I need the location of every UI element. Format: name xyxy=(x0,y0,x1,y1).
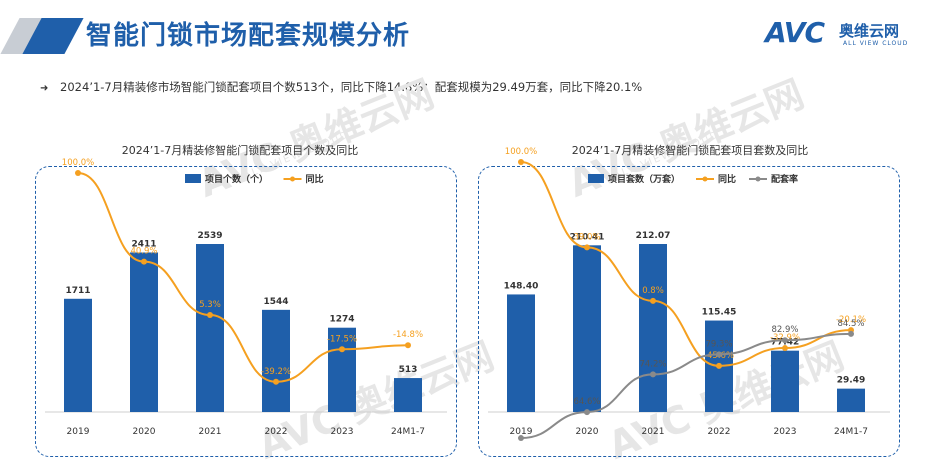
x-tick-label: 2023 xyxy=(774,427,797,437)
bar xyxy=(507,294,535,412)
arrow-bullet-icon: ➜ xyxy=(40,83,49,94)
legend-bar-swatch xyxy=(588,174,604,183)
yoy-value-label: -39.2% xyxy=(261,367,291,377)
yoy-point xyxy=(141,258,147,265)
bar-value-label: 2539 xyxy=(197,231,222,241)
rate-value-label: 74.2% xyxy=(639,359,666,369)
bar-value-label: 1274 xyxy=(329,315,354,325)
rate-point xyxy=(650,371,656,378)
logo-name-en: ALL VIEW CLOUD xyxy=(843,40,909,47)
bar-value-label: 148.40 xyxy=(504,281,539,291)
legend-bar-swatch xyxy=(185,174,201,183)
bar xyxy=(639,244,667,412)
x-tick-label: 2022 xyxy=(265,427,288,437)
bar-value-label: 212.07 xyxy=(636,231,671,241)
legend-line-marker xyxy=(702,176,708,182)
legend-line-marker xyxy=(755,176,761,182)
yoy-value-label: -17.5% xyxy=(327,334,357,344)
rate-point xyxy=(848,330,854,337)
x-tick-label: 2019 xyxy=(510,427,533,437)
bar-value-label: 513 xyxy=(399,365,418,375)
yoy-point xyxy=(716,362,722,369)
bar-value-label: 1544 xyxy=(263,297,288,307)
x-tick-label: 2021 xyxy=(199,427,222,437)
rate-point xyxy=(716,351,722,358)
yoy-value-label: -14.8% xyxy=(393,330,423,340)
chart-2-title: 2024’1-7月精装修智能门锁配套项目套数及同比 xyxy=(571,144,809,157)
rate-value-label: 64.6% xyxy=(573,397,600,407)
bar-value-label: 210.41 xyxy=(570,232,605,242)
bar-value-label: 115.45 xyxy=(702,308,737,318)
x-tick-label: 24M1-7 xyxy=(834,427,868,437)
page-title: 智能门锁市场配套规模分析 xyxy=(86,21,411,51)
legend-line-marker xyxy=(290,176,295,182)
yoy-point xyxy=(782,345,788,352)
yoy-value-label: 5.3% xyxy=(199,300,221,310)
bar-value-label: 2411 xyxy=(131,239,156,249)
yoy-line xyxy=(520,161,852,367)
rate-value-label: 79.3% xyxy=(705,339,732,349)
yoy-point xyxy=(339,346,345,353)
rate-point xyxy=(518,435,524,442)
bar xyxy=(196,244,224,412)
yoy-line xyxy=(77,172,409,383)
x-tick-label: 2021 xyxy=(642,427,665,437)
chart-2-units: 项目套数（万套） 同比 配套率 148.40 2019 210.41 2020 212.07 2… xyxy=(488,147,890,442)
chart-2-frame xyxy=(478,166,900,457)
rate-line xyxy=(520,332,852,440)
yoy-point xyxy=(518,159,524,165)
x-tick-label: 2019 xyxy=(67,427,90,437)
summary-text: 2024’1-7月精装修市场智能门锁配套项目个数513个，同比下降14.8%；配… xyxy=(60,80,643,94)
yoy-value-label: -20.1% xyxy=(836,315,866,325)
legend-label: 项目套数（万套） xyxy=(608,173,680,185)
bar xyxy=(837,388,865,412)
yoy-point xyxy=(207,312,213,319)
yoy-point xyxy=(584,244,590,251)
bar xyxy=(394,378,422,412)
rate-point xyxy=(782,337,788,344)
yoy-value-label: 100.0% xyxy=(505,147,537,157)
yoy-value-label: 40.9% xyxy=(130,247,157,257)
x-tick-label: 2023 xyxy=(331,427,354,437)
yoy-point xyxy=(405,342,411,349)
rate-point xyxy=(584,409,590,416)
brand-logo: AVC 奥维云网 ALL VIEW CLOUD xyxy=(765,16,915,56)
logo-name-cn: 奥维云网 xyxy=(839,22,900,40)
bar xyxy=(64,298,92,412)
yoy-value-label: 39.0% xyxy=(573,232,600,242)
bar xyxy=(573,245,601,412)
legend-label: 同比 xyxy=(306,173,324,185)
yoy-value-label: 0.8% xyxy=(642,286,664,296)
bar-value-label: 29.49 xyxy=(837,376,865,386)
bar-value-label: 1711 xyxy=(65,286,90,296)
summary-line: ➜ 2024’1-7月精装修市场智能门锁配套项目个数513个，同比下降14.8%… xyxy=(40,79,642,95)
yoy-point xyxy=(273,378,279,385)
x-tick-label: 24M1-7 xyxy=(391,427,425,437)
x-tick-label: 2020 xyxy=(133,427,156,437)
bar xyxy=(328,327,356,412)
yoy-value-label: 100.0% xyxy=(62,158,94,168)
rate-value-label: 82.9% xyxy=(771,325,798,335)
legend-label: 项目个数（个） xyxy=(205,173,268,185)
chart-1-frame xyxy=(35,166,457,457)
bar xyxy=(771,350,799,412)
yoy-point xyxy=(75,170,81,176)
legend-label: 配套率 xyxy=(771,173,798,185)
rate-value-label: 84.5% xyxy=(837,319,864,329)
legend-label: 同比 xyxy=(718,173,736,185)
chart-1-projects: 项目个数（个） 同比 1711 2019 2411 2020 2539 2021 1544 202… xyxy=(45,158,447,437)
logo-brand: AVC xyxy=(765,16,825,49)
chart-1-title: 2024’1-7月精装修智能门锁配套项目个数及同比 xyxy=(121,144,359,157)
x-tick-label: 2022 xyxy=(708,427,731,437)
x-tick-label: 2020 xyxy=(576,427,599,437)
bar xyxy=(262,309,290,412)
bar xyxy=(130,252,158,412)
title-bar: 智能门锁市场配套规模分析 AVC 奥维云网 ALL VIEW CLOUD xyxy=(0,0,931,66)
yoy-point xyxy=(650,297,656,304)
